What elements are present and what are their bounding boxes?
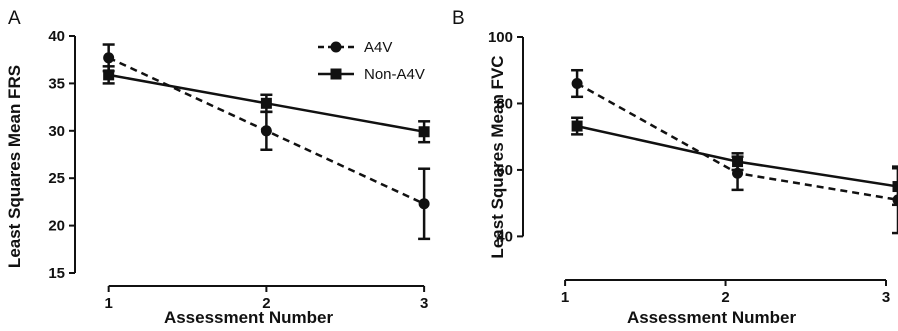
y-tick-label: 35 — [48, 75, 65, 92]
y-tick-label: 60 — [496, 162, 513, 179]
x-axis-title: Assessment Number — [164, 308, 334, 327]
y-tick-label: 40 — [48, 28, 65, 45]
data-point-non-a4v — [103, 69, 115, 81]
y-tick-label: 80 — [496, 95, 513, 112]
x-tick-label: 2 — [721, 289, 729, 306]
y-axis-title: Least Squares Mean FRS — [5, 65, 24, 268]
data-point-a4v — [260, 125, 272, 137]
legend-marker — [330, 41, 342, 53]
y-axis-title: Least Squares Mean FVC — [488, 55, 507, 258]
data-point-non-a4v — [418, 126, 430, 138]
data-point-non-a4v — [732, 156, 744, 168]
legend-label: Non-A4V — [364, 66, 425, 83]
y-tick-label: 100 — [488, 29, 513, 46]
x-tick-label: 1 — [561, 289, 569, 306]
y-tick-label: 15 — [48, 265, 65, 282]
panel-letter: B — [452, 8, 465, 29]
y-tick-label: 30 — [48, 123, 65, 140]
data-point-non-a4v — [892, 181, 898, 193]
x-tick-label: 2 — [262, 295, 270, 312]
data-point-a4v — [103, 52, 115, 64]
data-point-non-a4v — [260, 97, 272, 109]
data-point-non-a4v — [571, 120, 583, 132]
panel-letter: A — [8, 8, 21, 29]
x-tick-label: 3 — [420, 295, 428, 312]
x-tick-label: 3 — [882, 289, 890, 306]
y-tick-label: 20 — [48, 218, 65, 235]
x-tick-label: 1 — [104, 295, 112, 312]
data-point-a4v — [892, 194, 898, 206]
data-point-a4v — [418, 198, 430, 210]
y-tick-label: 40 — [496, 228, 513, 245]
legend-marker — [330, 68, 342, 80]
y-tick-label: 25 — [48, 170, 65, 187]
x-axis-title: Assessment Number — [627, 308, 797, 327]
legend-label: A4V — [364, 39, 392, 56]
data-point-a4v — [571, 78, 583, 90]
